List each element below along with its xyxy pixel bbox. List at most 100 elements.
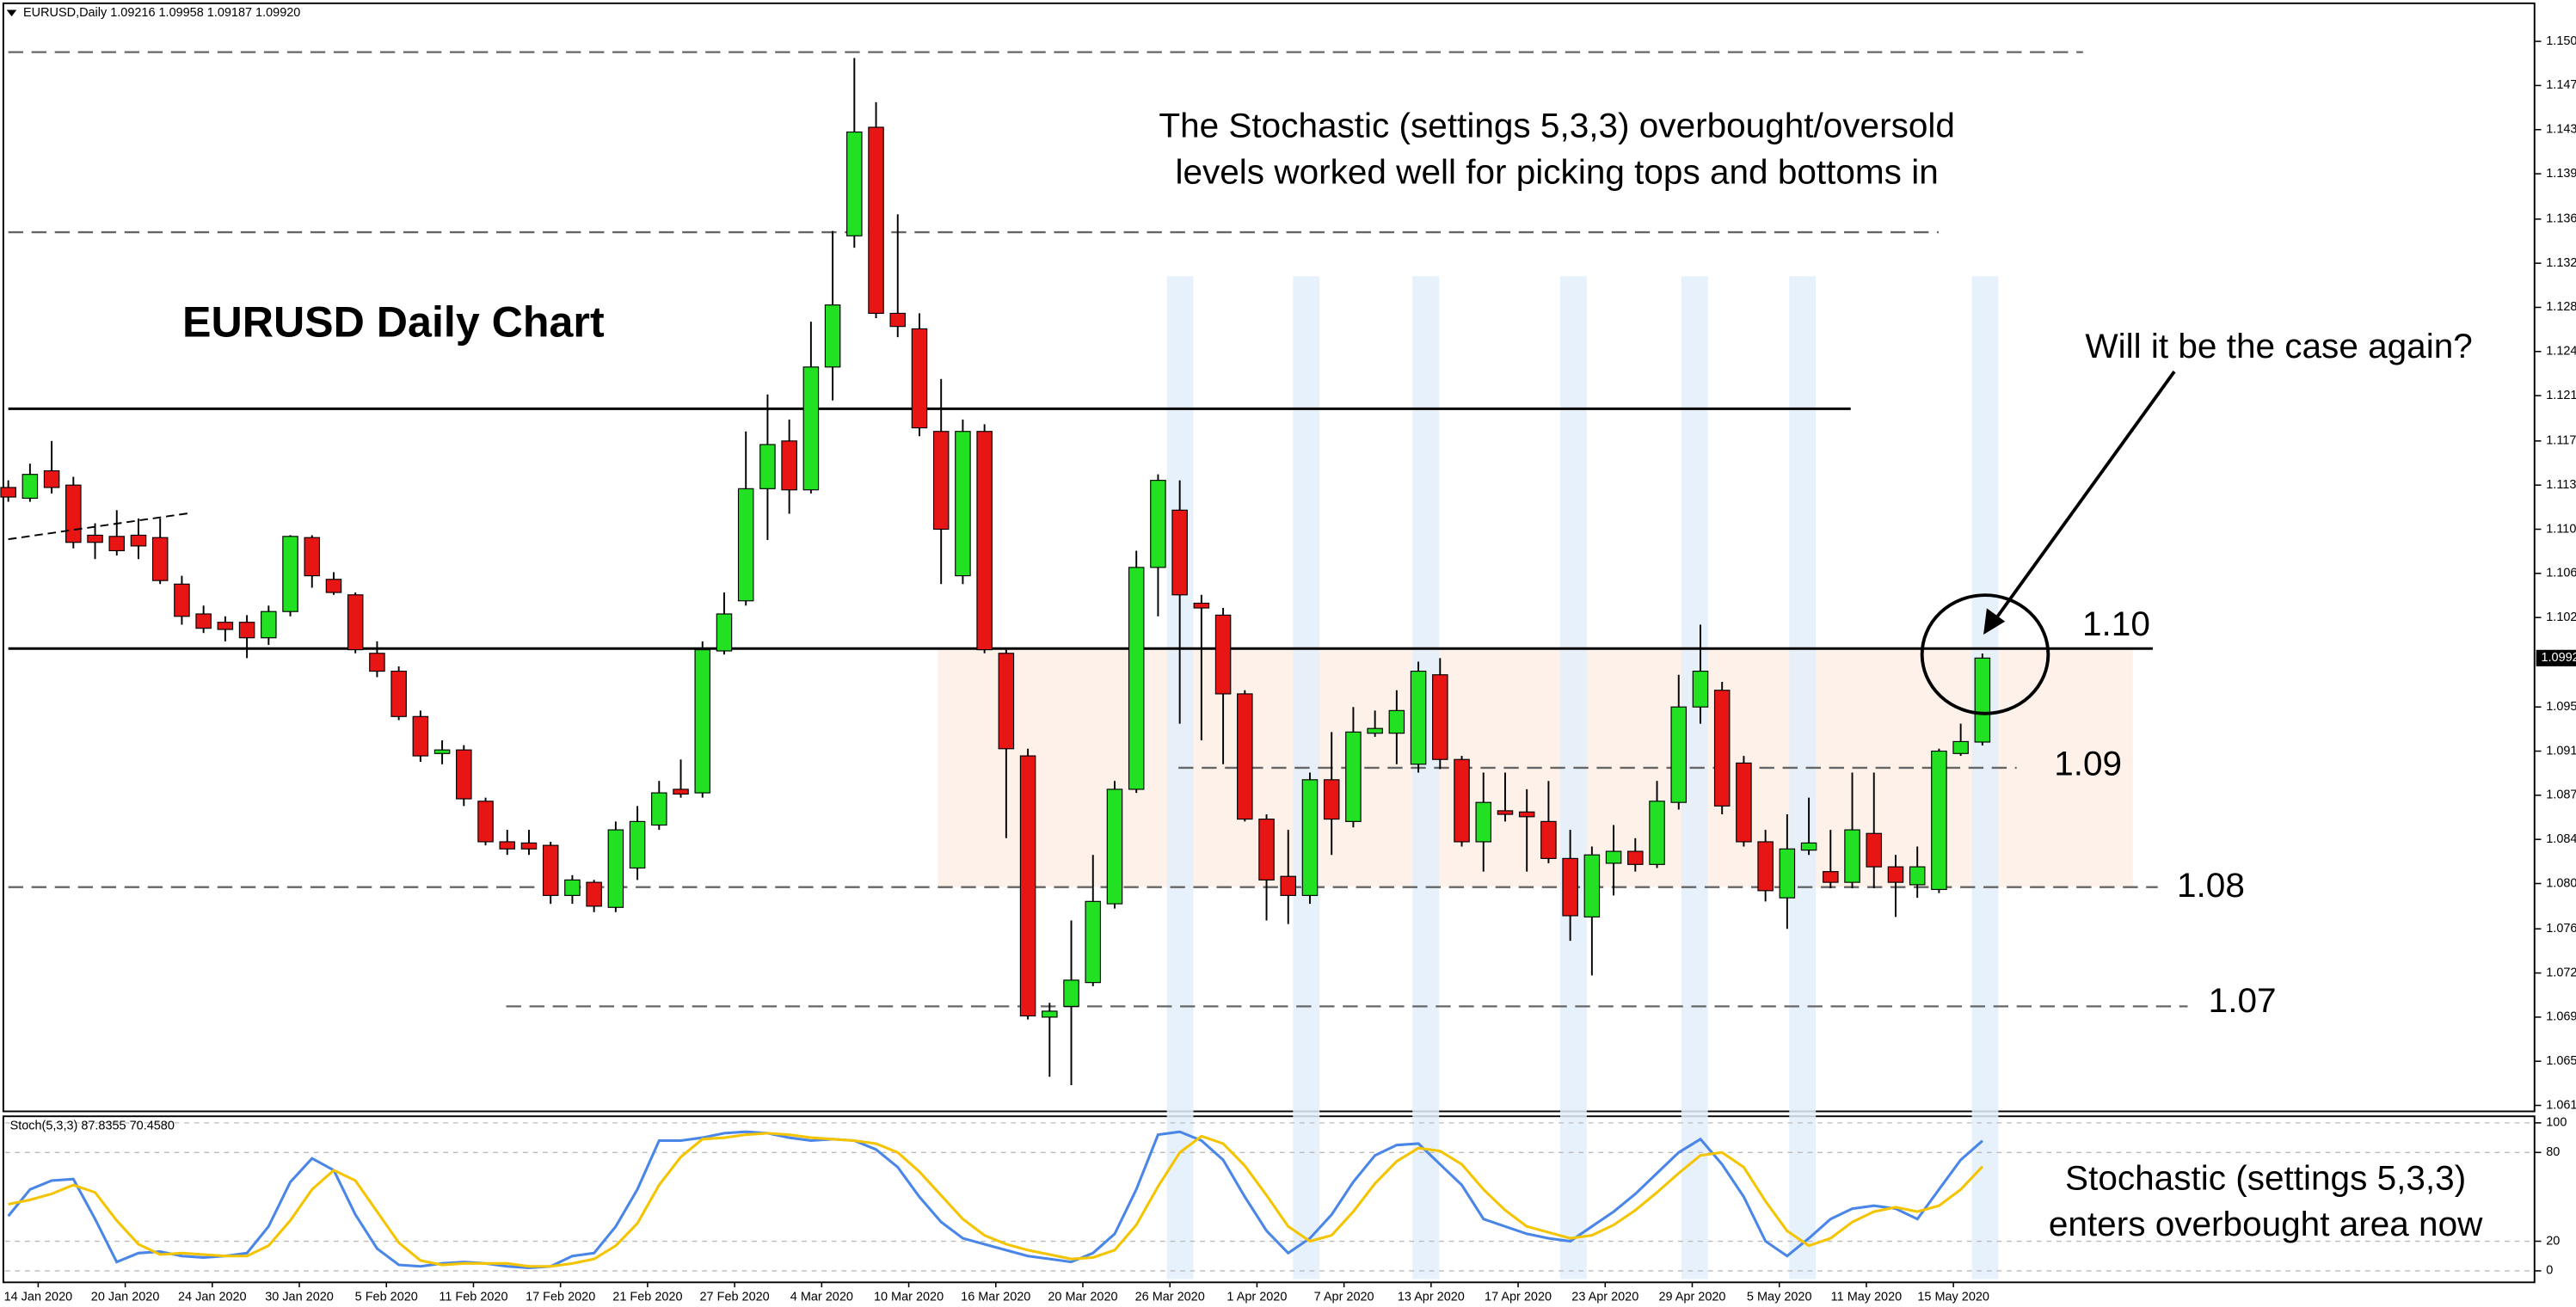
y-tick-label: 1.11740 [2546,434,2576,448]
candle-body [0,487,16,498]
x-tick-label: 5 May 2020 [1747,1290,1812,1304]
x-tick-label: 20 Mar 2020 [1048,1290,1117,1304]
candle-body [1301,779,1319,896]
candle-body [1280,875,1297,896]
candle-body [477,801,494,843]
x-tick-label: 16 Mar 2020 [961,1290,1030,1304]
candle-body [43,469,60,488]
candle-body [1844,829,1860,883]
candle-body [1432,674,1448,760]
candle-body [195,613,212,629]
stoch-line [8,1132,1984,1268]
candle-body [433,749,451,754]
y-tick-label: 1.06910 [2546,1010,2576,1024]
candle-body [1475,801,1492,843]
candle-body [629,820,646,869]
candle-body [564,879,581,896]
stoch-tick-label: 80 [2546,1145,2560,1159]
stoch-tick-label: 100 [2546,1116,2567,1130]
candle-body [1019,755,1036,1017]
stoch-tick-label: 0 [2546,1264,2553,1278]
x-tick-label: 17 Feb 2020 [526,1290,595,1304]
candle-body [87,534,103,543]
y-tick-label: 1.12120 [2546,389,2576,402]
candle-body [1779,848,1796,899]
candle-body [1736,762,1752,843]
note-line: levels worked well for picking tops and … [1175,151,1938,191]
candle-body [1193,602,1210,609]
signal-band [1166,276,1194,1279]
y-tick-label: 1.13230 [2546,256,2576,270]
candle-body [130,534,147,547]
candle-body [325,579,342,593]
x-tick-label: 4 Mar 2020 [790,1290,853,1304]
annotation-layer: EURUSD,Daily 1.09216 1.09958 1.09187 1.0… [4,6,2576,1304]
candle-body [1410,671,1427,765]
y-tick-label: 1.11370 [2546,478,2576,492]
stoch-frame [2,1115,2536,1284]
question: Will it be the case again? [2085,326,2472,365]
stoch-line [7,1130,1983,1270]
candle-body [1800,842,1817,851]
symbol-header: EURUSD,Daily 1.09216 1.09958 1.09187 1.0… [23,6,300,20]
candle-body [998,653,1015,750]
candle-body [932,431,950,531]
candle-body [282,536,298,612]
candle-body [217,622,234,630]
candle-body [1388,709,1405,734]
y-tick-label: 1.07280 [2546,966,2576,979]
y-tick-label: 1.12860 [2546,300,2576,314]
highlight-circle [1920,593,2050,715]
candle-body [1670,706,1688,803]
y-tick-label: 1.06540 [2546,1054,2576,1068]
candle-body [542,844,559,896]
y-tick-label: 1.11000 [2546,522,2576,536]
x-tick-label: 20 Jan 2020 [91,1290,160,1304]
candle-body [151,537,169,581]
signal-band [1971,276,1999,1279]
candle-body [1757,841,1774,892]
y-tick-label: 1.12490 [2546,345,2576,359]
y-tick-label: 1.10630 [2546,567,2576,580]
note-line: The Stochastic (settings 5,3,3) overboug… [1159,106,1955,145]
main-frame [2,2,2536,1113]
y-tick-label: 1.08030 [2546,876,2576,890]
candle-body [304,537,321,577]
x-tick-label: 21 Feb 2020 [612,1290,682,1304]
trend-line [8,512,192,541]
x-tick-label: 27 Feb 2020 [700,1290,770,1304]
y-tick-label: 1.08770 [2546,788,2576,802]
candle-body [911,328,928,429]
candle-body [108,536,126,552]
x-tick-label: 11 Feb 2020 [439,1290,507,1304]
candle-body [1085,900,1102,984]
candle-body [759,444,776,489]
candle-body [781,440,797,491]
x-tick-label: 11 May 2020 [1831,1290,1903,1304]
candle-body [65,484,82,543]
candle-body [846,131,863,236]
level-label: 1.08 [2177,865,2245,905]
candle-body [1214,614,1232,695]
level-label: 1.09 [2054,744,2122,783]
marks-layer [0,58,1991,1270]
candle-body [1367,727,1383,734]
candle-body [1649,801,1665,865]
candle-body [1106,788,1123,905]
candle-body [1150,480,1166,568]
y-tick-label: 1.09140 [2546,744,2576,758]
x-tick-label: 17 Apr 2020 [1485,1290,1552,1304]
candle-body [412,715,429,757]
candle-body [1909,866,1926,886]
x-tick-label: 26 Mar 2020 [1135,1290,1205,1304]
candle-body [1497,810,1514,815]
candle-body [673,788,689,795]
candle-body [1042,1010,1058,1018]
candle-body [456,749,472,800]
candle-body [1952,740,1969,754]
y-tick-label: 1.14720 [2546,78,2576,92]
signal-band [1412,276,1440,1279]
candle-body [1605,850,1622,864]
